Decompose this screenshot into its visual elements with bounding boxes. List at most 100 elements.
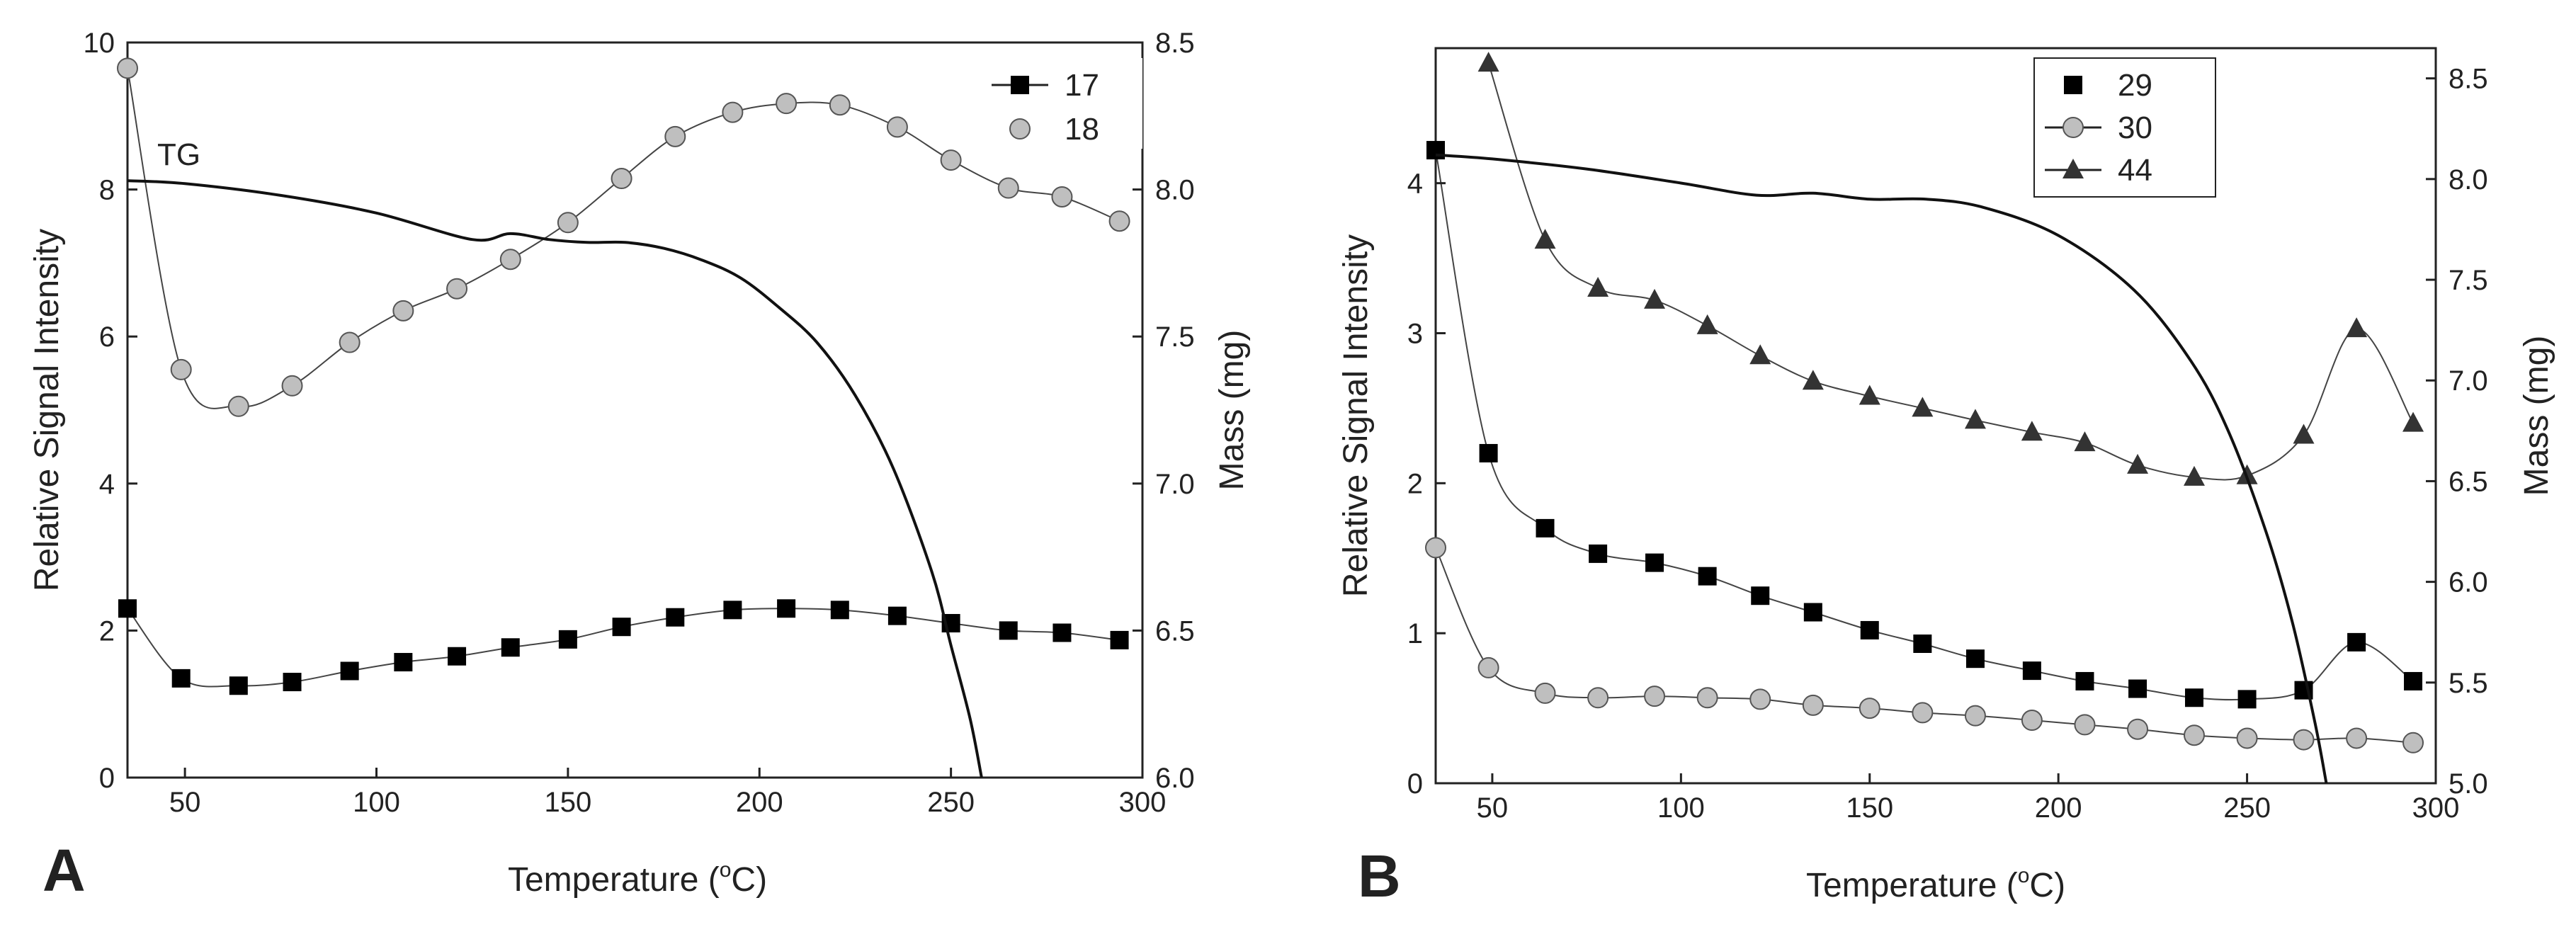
y-tick-label: 6 [99, 322, 115, 353]
series-29-point [1965, 649, 1985, 669]
legend-label-18: 18 [1065, 112, 1099, 147]
legend-label-44: 44 [2118, 153, 2152, 188]
legend-marker-44 [2062, 159, 2084, 178]
legend-b: 29 30 44 [2033, 57, 2216, 198]
series-17-point [558, 630, 577, 649]
series-17-point [830, 601, 849, 620]
series-17-point [723, 601, 742, 620]
series-29-point [2237, 690, 2257, 709]
series-17-point [171, 669, 191, 688]
x-ticks-b: 50 100 150 200 250 300 [1477, 773, 2460, 824]
x-tick-label: 200 [736, 787, 783, 818]
series-30-point [1644, 686, 1666, 707]
panel-b: 50 100 150 200 250 300 0 1 2 3 4 5.0 5.5 6.0 6.5 7.0 7… [1337, 47, 2555, 909]
series-30-point [1587, 687, 1609, 709]
x-tick-label: 250 [927, 787, 975, 818]
series-18-point [886, 116, 908, 138]
x-tick-label: 100 [353, 787, 400, 818]
series-30-point [1964, 705, 1986, 727]
series-44-point [1534, 229, 1556, 249]
series-17-point [777, 599, 796, 618]
x-axis-title-b: Temperature (oC) [1806, 864, 2065, 904]
series-29-point [1645, 553, 1664, 572]
plot-frame-a [126, 41, 1144, 779]
y-tick-label: 2 [1407, 468, 1423, 499]
legend-marker-18 [1009, 118, 1031, 140]
panel-label-b: B [1358, 843, 1401, 909]
y2-tick-label: 7.5 [2449, 265, 2488, 296]
series-17-point [666, 608, 685, 627]
series-44-point [1749, 344, 1771, 365]
y-ticks-b: 0 1 2 3 4 [1407, 169, 1446, 800]
y-axis-title-b: Relative Signal Intensity [1337, 234, 1375, 597]
series-17-point [448, 647, 467, 666]
x-tick-label: 150 [544, 787, 591, 818]
series-30-point [2183, 724, 2205, 746]
series-44-point [2021, 421, 2043, 441]
series-30-point [2293, 729, 2315, 751]
legend-label-30: 30 [2118, 110, 2152, 145]
series-29-point [2075, 671, 2094, 690]
y2-tick-label: 8.5 [1155, 28, 1195, 59]
series-30-point [1477, 656, 1499, 678]
series-29-point [1698, 567, 1717, 586]
y2-tick-label: 6.0 [1155, 763, 1195, 794]
series-17-point [118, 599, 137, 618]
series-44-point [1912, 397, 1934, 417]
series-18-point [776, 93, 798, 115]
y2-tick-label: 6.0 [2449, 567, 2488, 598]
series-44-point [1696, 314, 1718, 334]
series-29-line [1435, 149, 2414, 701]
series-18-point [499, 249, 521, 271]
y-tick-label: 0 [99, 763, 115, 794]
series-18-point [997, 177, 1019, 199]
series-44-point [1644, 288, 1666, 309]
series-18-point [829, 94, 851, 116]
series-29-point [2022, 661, 2041, 681]
tg-layer-b [1435, 153, 2328, 784]
y2-tick-label: 7.0 [1155, 469, 1195, 500]
y2-tick-label: 8.5 [2449, 64, 2488, 95]
legend-label-29: 29 [2118, 68, 2152, 103]
series-17-point [340, 661, 359, 681]
series-44-point [2183, 465, 2205, 486]
x-tick-label: 300 [2412, 792, 2460, 824]
series-30-point [2074, 714, 2096, 736]
x-tick-label: 100 [1657, 792, 1705, 824]
series-29-point [1860, 620, 1879, 639]
y2-tick-label: 5.0 [2449, 768, 2488, 800]
x-axis-unit-a: C) [731, 861, 767, 899]
series-18-line [127, 68, 1120, 409]
y2-tick-label: 7.5 [1155, 322, 1195, 353]
plot-frame-b [1434, 47, 2437, 785]
tg-layer-a [127, 179, 983, 778]
y-tick-label: 2 [99, 615, 115, 647]
series-30-point [1912, 702, 1934, 724]
series-44-point [1802, 370, 1824, 390]
series-18-point [392, 300, 414, 322]
series-29-point [2404, 671, 2423, 690]
tg-curve [1435, 153, 2328, 784]
series-44-point [1859, 385, 1880, 405]
tg-curve [127, 179, 983, 778]
series-18-point [117, 57, 138, 79]
series-18-point [170, 358, 192, 380]
y-ticks-a: 0 2 4 6 8 10 [84, 28, 137, 794]
series-17-point [999, 621, 1018, 640]
series-29-point [1803, 603, 1822, 622]
series-30-point [2346, 727, 2368, 749]
series-44-point [2402, 411, 2424, 432]
series-29-point [1589, 544, 1608, 563]
series-30-point [1425, 537, 1446, 559]
series-29-point [1479, 443, 1498, 462]
y-tick-label: 1 [1407, 618, 1423, 649]
panel-a: 50 100 150 200 250 300 0 2 4 6 8 10 6.0 6.5 7.0 7.5 8.… [28, 28, 1251, 904]
y2-axis-title-b: Mass (mg) [2518, 336, 2555, 496]
y2-tick-label: 6.5 [1155, 615, 1195, 647]
legend-box [981, 58, 1142, 149]
x-tick-label: 150 [1846, 792, 1893, 824]
series-17-point [612, 618, 631, 637]
legend-label-17: 17 [1065, 68, 1099, 103]
series-18-point [227, 395, 249, 417]
